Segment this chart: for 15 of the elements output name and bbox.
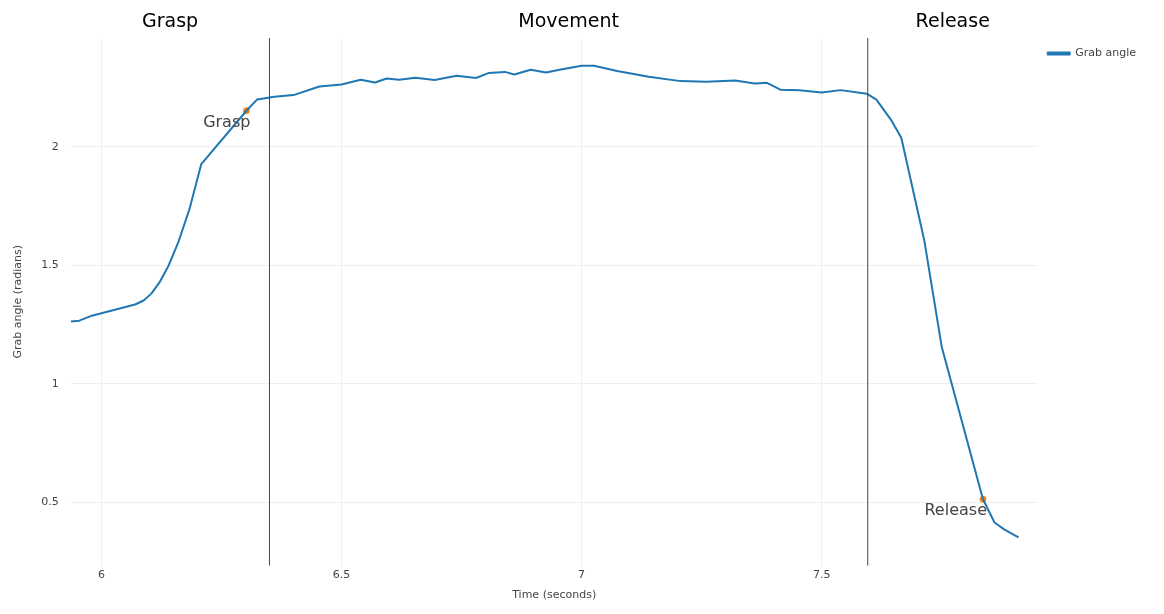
legend-label: Grab angle — [1075, 46, 1137, 60]
x-tick-label: 7.5 — [812, 568, 831, 582]
y-tick-label: 1.5 — [41, 258, 59, 272]
x-tick-label: 6 — [97, 568, 105, 582]
y-tick-label: 2 — [51, 139, 59, 153]
annotation: Release — [924, 500, 987, 520]
y-tick-label: 0.5 — [41, 495, 59, 509]
x-axis-title: Time (seconds) — [511, 588, 597, 602]
y-tick-label: 1 — [51, 376, 59, 390]
text: Release — [915, 8, 990, 31]
text: Movement — [518, 8, 619, 31]
text: Grasp — [142, 8, 199, 31]
x-tick-label: 6.5 — [332, 568, 351, 582]
x-tick-label: 7 — [578, 568, 586, 582]
y-axis-title: Grab angle (radians) — [11, 245, 25, 359]
